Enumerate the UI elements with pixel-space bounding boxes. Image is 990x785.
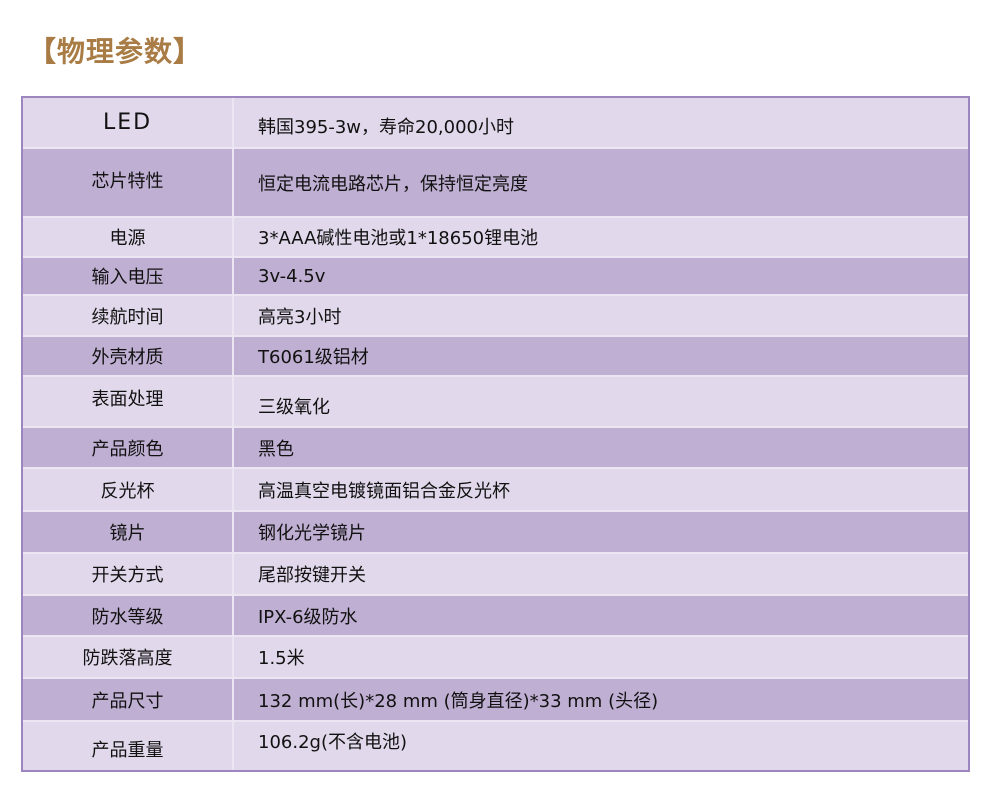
row-label: 芯片特性 — [23, 149, 234, 216]
row-label: 表面处理 — [23, 377, 234, 426]
table-row: 开关方式 尾部按键开关 — [23, 552, 968, 594]
table-row: 外壳材质 T6061级铝材 — [23, 335, 968, 375]
row-value: 恒定电流电路芯片，保持恒定亮度 — [258, 173, 528, 195]
row-label: 输入电压 — [23, 258, 234, 294]
row-value: 1.5米 — [258, 648, 305, 669]
table-row: 芯片特性 恒定电流电路芯片，保持恒定亮度 — [23, 147, 968, 216]
row-label: 电源 — [23, 218, 234, 256]
row-label: 外壳材质 — [23, 337, 234, 375]
table-row: 防跌落高度 1.5米 — [23, 635, 968, 677]
row-value: 3*AAA碱性电池或1*18650锂电池 — [258, 228, 539, 249]
table-row: LED 韩国395-3w，寿命20,000小时 — [23, 98, 968, 147]
row-value: 132 mm(长)*28 mm (筒身直径)*33 mm (头径) — [258, 690, 659, 712]
row-value: 高亮3小时 — [258, 306, 342, 328]
table-row: 产品颜色 黑色 — [23, 426, 968, 467]
table-row: 反光杯 高温真空电镀镜面铝合金反光杯 — [23, 467, 968, 510]
row-label: 反光杯 — [23, 469, 234, 510]
page-title: 【物理参数】 — [28, 35, 203, 68]
row-value: 尾部按键开关 — [258, 565, 366, 586]
row-value: 黑色 — [258, 438, 294, 460]
spec-table: LED 韩国395-3w，寿命20,000小时 芯片特性 恒定电流电路芯片，保持恒定… — [21, 96, 970, 772]
row-value: 韩国395-3w，寿命20,000小时 — [258, 116, 515, 138]
row-label: 开关方式 — [23, 554, 234, 594]
row-value: 106.2g(不含电池) — [258, 732, 408, 753]
table-row: 续航时间 高亮3小时 — [23, 294, 968, 335]
row-label: 防水等级 — [23, 596, 234, 635]
row-value: T6061级铝材 — [258, 347, 369, 368]
table-row: 产品重量 106.2g(不含电池) — [23, 720, 968, 770]
table-row: 输入电压 3v-4.5v — [23, 256, 968, 294]
row-label: 防跌落高度 — [23, 637, 234, 677]
row-value: 钢化光学镜片 — [258, 523, 366, 544]
table-row: 镜片 钢化光学镜片 — [23, 510, 968, 552]
table-row: 产品尺寸 132 mm(长)*28 mm (筒身直径)*33 mm (头径) — [23, 677, 968, 720]
row-value: 3v-4.5v — [258, 265, 326, 287]
row-label: 产品尺寸 — [23, 679, 234, 720]
row-label: 续航时间 — [23, 296, 234, 335]
table-row: 防水等级 IPX-6级防水 — [23, 594, 968, 635]
table-row: 表面处理 三级氧化 — [23, 375, 968, 426]
table-row: 电源 3*AAA碱性电池或1*18650锂电池 — [23, 216, 968, 256]
row-label: 镜片 — [23, 512, 234, 552]
row-label: LED — [23, 98, 234, 147]
row-label: 产品重量 — [23, 722, 234, 770]
row-value: IPX-6级防水 — [258, 606, 358, 628]
row-value: 高温真空电镀镜面铝合金反光杯 — [258, 480, 510, 502]
row-label: 产品颜色 — [23, 428, 234, 467]
row-value: 三级氧化 — [258, 396, 330, 418]
